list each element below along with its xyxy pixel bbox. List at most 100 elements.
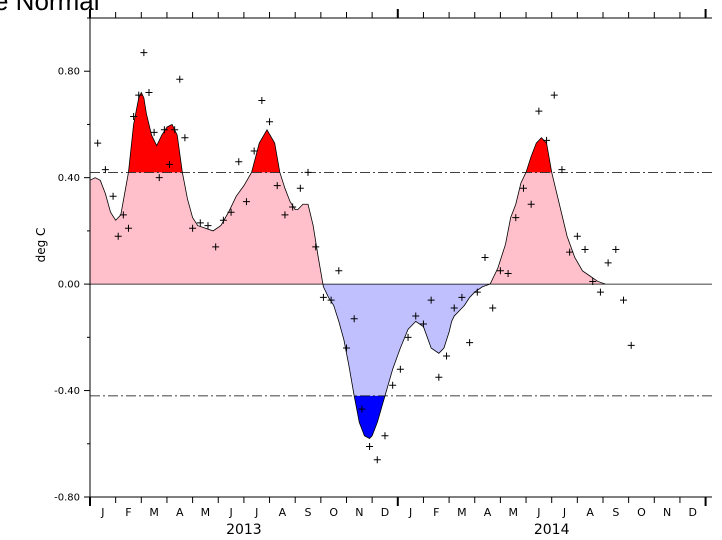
observed-point (130, 112, 138, 120)
month-label: A (279, 506, 287, 519)
observed-point (250, 147, 258, 155)
chart-title: e Normal (0, 0, 100, 16)
observed-point (419, 320, 427, 328)
observed-points (94, 49, 635, 464)
month-label: M (508, 506, 518, 519)
observed-point (160, 126, 168, 134)
month-label: J (408, 506, 412, 519)
chart-axes: -0.80 -0.40 0.00 0.40 0.80 J F M A M J J A S O N D J F M A M J… (54, 9, 712, 538)
month-label: F (125, 506, 131, 519)
observed-point (458, 293, 466, 301)
observed-point (358, 405, 366, 413)
observed-point (176, 75, 184, 83)
month-label: D (381, 506, 389, 519)
y-tick-label: 0.40 (58, 173, 80, 184)
month-label: S (612, 506, 619, 519)
observed-point (166, 160, 174, 168)
anomaly-fills (90, 92, 701, 439)
positive-anomaly-area (90, 172, 701, 285)
y-tick-label: -0.80 (54, 493, 80, 504)
observed-point (258, 96, 266, 104)
y-tick-label: 0.00 (58, 280, 80, 291)
observed-point (396, 365, 404, 373)
observed-point (281, 211, 289, 219)
month-label: A (484, 506, 492, 519)
observed-point (389, 381, 397, 389)
observed-point (535, 107, 543, 115)
observed-point (627, 341, 635, 349)
month-label: O (329, 506, 338, 519)
observed-point (435, 373, 443, 381)
observed-point (150, 128, 158, 136)
month-label: F (433, 506, 439, 519)
month-label: J (228, 506, 232, 519)
observed-point (373, 456, 381, 464)
observed-point (558, 166, 566, 174)
observed-point (496, 267, 504, 275)
positive-extreme-area (90, 92, 701, 173)
observed-point (204, 222, 212, 230)
observed-point (566, 248, 574, 256)
observed-point (342, 344, 350, 352)
y-tick-label: -0.40 (54, 386, 80, 397)
observed-point (404, 333, 412, 341)
observed-point (135, 91, 143, 99)
observed-point (504, 269, 512, 277)
observed-point (512, 214, 520, 222)
y-axis-title: deg C (34, 228, 48, 263)
observed-point (242, 198, 250, 206)
negative-extreme-area (90, 395, 701, 439)
observed-point (573, 232, 581, 240)
observed-point (519, 184, 527, 192)
observed-point (581, 246, 589, 254)
observed-point (101, 166, 109, 174)
observed-point (304, 168, 312, 176)
observed-point (312, 243, 320, 251)
month-label: N (355, 506, 363, 519)
observed-point (489, 304, 497, 312)
observed-point (181, 134, 189, 142)
observed-point (427, 296, 435, 304)
observed-point (289, 203, 297, 211)
year-label: 2013 (226, 522, 262, 538)
observed-point (604, 259, 612, 267)
month-label: S (305, 506, 312, 519)
month-label: J (562, 506, 566, 519)
observed-point (266, 118, 274, 126)
observed-point (366, 442, 374, 450)
observed-point (550, 91, 558, 99)
observed-point (235, 158, 243, 166)
month-label: M (457, 506, 467, 519)
observed-point (155, 174, 163, 182)
month-label: J (100, 506, 104, 519)
month-label: D (689, 506, 697, 519)
observed-point (227, 208, 235, 216)
observed-point (350, 315, 358, 323)
observed-point (466, 339, 474, 347)
anomaly-lines (89, 91, 712, 439)
observed-point (612, 246, 620, 254)
observed-point (450, 304, 458, 312)
observed-point (381, 432, 389, 440)
observed-point (589, 277, 597, 285)
observed-point (124, 224, 132, 232)
observed-point (527, 200, 535, 208)
observed-point (335, 267, 343, 275)
observed-point (481, 254, 489, 261)
observed-point (473, 288, 481, 296)
observed-point (543, 136, 551, 144)
month-label: A (586, 506, 594, 519)
year-label: 2014 (534, 522, 570, 538)
observed-point (119, 211, 127, 219)
observed-point (412, 312, 420, 320)
negative-anomaly-area (90, 284, 701, 396)
y-tick-label: 0.80 (58, 67, 80, 78)
observed-point (114, 232, 122, 240)
observed-point (140, 49, 148, 57)
observed-point (319, 293, 327, 301)
month-label: A (176, 506, 184, 519)
observed-point (109, 192, 117, 200)
month-label: M (149, 506, 159, 519)
observed-point (212, 243, 220, 251)
